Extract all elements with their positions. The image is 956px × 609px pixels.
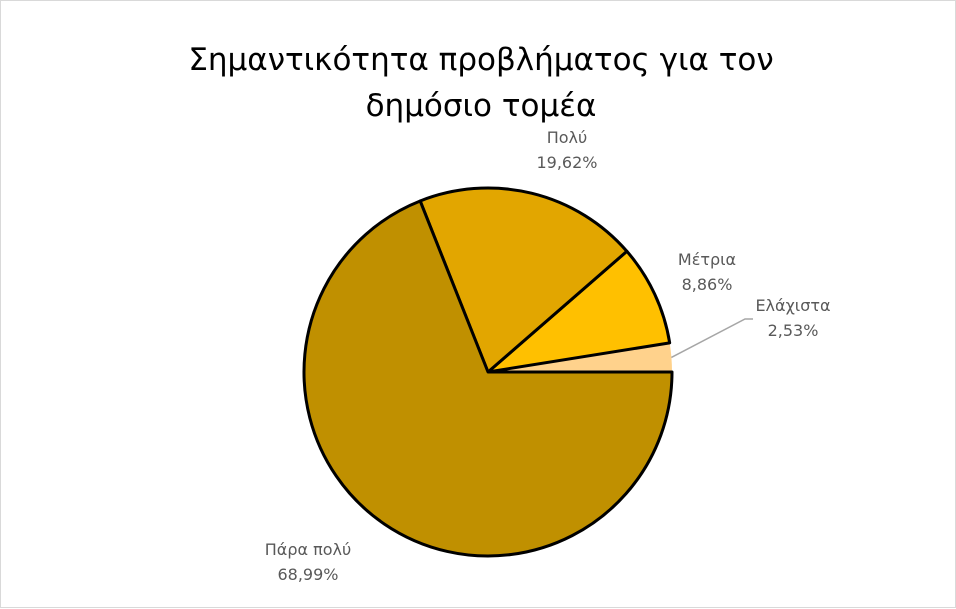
percent-label: 68,99% (277, 565, 338, 584)
label-metria: Μέτρια 8,86% (678, 250, 736, 294)
leader-line-elachista (671, 318, 753, 359)
label-para-poly: Πάρα πολύ 68,99% (265, 540, 352, 584)
category-label: Μέτρια (678, 250, 736, 269)
label-elachista: Ελάχιστα 2,53% (755, 296, 830, 340)
slice-para-poly (302, 199, 674, 558)
percent-label: 2,53% (768, 321, 819, 340)
percent-label: 19,62% (536, 153, 597, 172)
category-label: Πάρα πολύ (265, 540, 352, 559)
category-label: Πολύ (547, 128, 588, 147)
percent-label: 8,86% (682, 275, 733, 294)
chart-title: Σημαντικότητα προβλήματος για τον δημόσι… (188, 42, 774, 124)
slice-poly (418, 186, 629, 374)
leader-lines (671, 318, 753, 359)
category-label: Ελάχιστα (755, 296, 830, 315)
pie-slices (302, 186, 674, 558)
label-poly: Πολύ 19,62% (536, 128, 597, 172)
slice-labels: Ελάχιστα 2,53% Μέτρια 8,86% Πολύ 19,62% Πάρα π… (265, 128, 831, 584)
slice-metria (486, 249, 672, 374)
